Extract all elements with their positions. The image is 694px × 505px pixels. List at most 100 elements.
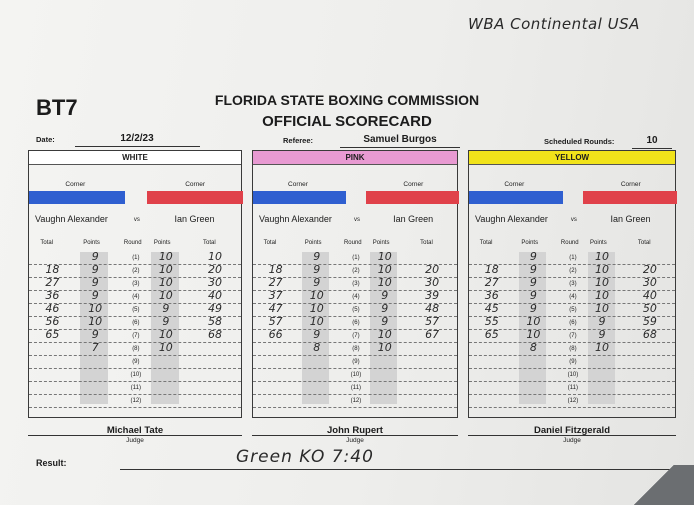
round-number: (5): [132, 307, 140, 313]
blue-fighter-name: Vaughn Alexander: [259, 214, 332, 224]
blue-fighter-name: Vaughn Alexander: [475, 214, 548, 224]
blue-points-header: Points: [521, 240, 539, 246]
red-points-cell: 10: [377, 341, 392, 354]
red-points-cell: 10: [158, 263, 173, 276]
scorecard-panel-white: WHITE Corner Corner Vaughn Alexander vs Ian G…: [28, 150, 243, 418]
table-row: (6) 56 10 9 58: [29, 315, 241, 330]
red-total-header: Total: [637, 240, 651, 246]
round-number: (4): [352, 294, 360, 300]
red-points-cell: 10: [158, 276, 173, 289]
date-label: Date:: [36, 135, 55, 144]
red-total-cell: 10: [208, 250, 223, 263]
table-row: (9): [29, 356, 241, 369]
red-points-cell: 10: [158, 250, 173, 263]
round-number: (6): [352, 320, 360, 326]
red-corner-bar: [366, 191, 459, 204]
round-number: (11): [130, 385, 141, 391]
table-row: (10): [469, 369, 675, 382]
red-points-cell: 10: [595, 289, 610, 302]
blue-corner-label: Corner: [65, 181, 86, 188]
judge-label: Judge: [346, 437, 364, 444]
blue-total-cell: 65: [484, 328, 499, 341]
blue-fighter-name: Vaughn Alexander: [35, 214, 108, 224]
red-total-cell: 40: [642, 289, 657, 302]
blue-points-cell: 9: [529, 250, 537, 263]
red-points-cell: 10: [595, 276, 610, 289]
red-total-cell: 40: [208, 289, 223, 302]
blue-total-cell: 27: [484, 276, 499, 289]
red-total-cell: 68: [208, 328, 223, 341]
table-row: (9): [469, 356, 675, 369]
round-number: (4): [569, 294, 577, 300]
round-number: (7): [569, 333, 577, 339]
scheduled-rounds-value: 10: [646, 135, 658, 146]
judge-underline: [252, 435, 458, 436]
red-points-cell: 10: [595, 263, 610, 276]
table-row: (8) 8 10: [469, 341, 675, 356]
blue-points-cell: 9: [91, 276, 99, 289]
round-number: (2): [132, 268, 140, 274]
table-row: (7) 65 10 9 68: [469, 328, 675, 343]
result-label: Result:: [36, 458, 67, 468]
red-points-header: Points: [590, 240, 607, 246]
round-number: (9): [132, 359, 140, 365]
blue-total-header: Total: [479, 240, 493, 246]
table-row: (11): [253, 382, 457, 395]
blue-points-cell: 9: [313, 250, 321, 263]
red-points-cell: 10: [377, 276, 392, 289]
red-points-cell: 9: [598, 315, 606, 328]
table-row: (4) 36 9 10 40: [29, 289, 241, 304]
blue-total-cell: 46: [45, 302, 60, 315]
round-number: (12): [567, 398, 579, 404]
red-total-cell: 30: [208, 276, 223, 289]
table-row: (11): [469, 382, 675, 395]
blue-points-cell: 9: [529, 276, 537, 289]
red-total-cell: 67: [425, 328, 440, 341]
card-color-header: WHITE: [29, 151, 241, 165]
round-number: (2): [569, 268, 577, 274]
blue-total-cell: 56: [45, 315, 60, 328]
red-points-cell: 9: [162, 315, 170, 328]
red-points-cell: 9: [381, 315, 389, 328]
card-color-header: YELLOW: [469, 151, 675, 165]
judge-name: John Rupert: [327, 425, 383, 436]
blue-points-cell: 9: [313, 328, 321, 341]
red-points-header: Points: [372, 240, 390, 246]
round-number: (3): [132, 281, 140, 287]
red-total-cell: 48: [425, 302, 440, 315]
referee-underline: [340, 147, 460, 148]
table-row: (4) 37 10 9 39: [253, 289, 457, 304]
commission-title: FLORIDA STATE BOXING COMMISSION: [214, 92, 480, 108]
red-total-cell: 20: [425, 263, 440, 276]
blue-total-cell: 45: [484, 302, 499, 315]
blue-points-cell: 9: [91, 263, 99, 276]
blue-total-cell: 18: [268, 263, 283, 276]
table-row: (1) 9 10: [469, 250, 675, 265]
round-number: (10): [130, 372, 142, 378]
table-row: (11): [29, 382, 241, 395]
red-corner-label: Corner: [620, 181, 641, 188]
round-number: (3): [569, 281, 577, 287]
red-total-cell: 39: [425, 289, 440, 302]
scheduled-rounds-label: Scheduled Rounds:: [544, 137, 615, 146]
table-row: (10): [29, 369, 241, 382]
red-points-cell: 9: [162, 302, 170, 315]
table-row: (3) 27 9 10 30: [29, 276, 241, 291]
blue-points-cell: 10: [88, 302, 103, 315]
blue-corner-bar: [253, 191, 346, 204]
blue-points-cell: 9: [91, 250, 99, 263]
blue-points-cell: 9: [529, 289, 537, 302]
red-points-cell: 10: [595, 341, 610, 354]
red-points-cell: 10: [377, 250, 392, 263]
round-number: (5): [352, 307, 360, 313]
table-row: (6) 57 10 9 57: [253, 315, 457, 330]
red-points-cell: 10: [158, 289, 173, 302]
table-row: (3) 27 9 10 30: [253, 276, 457, 291]
result-value: Green KO 7:40: [236, 447, 374, 467]
scorecard-panel-yellow: YELLOW Corner Corner Vaughn Alexander vs Ian …: [468, 150, 677, 418]
red-total-cell: 20: [642, 263, 657, 276]
table-row: (2) 18 9 10 20: [469, 263, 675, 278]
round-header: Round: [560, 240, 579, 246]
round-number: (8): [569, 346, 577, 352]
red-points-cell: 9: [381, 302, 389, 315]
